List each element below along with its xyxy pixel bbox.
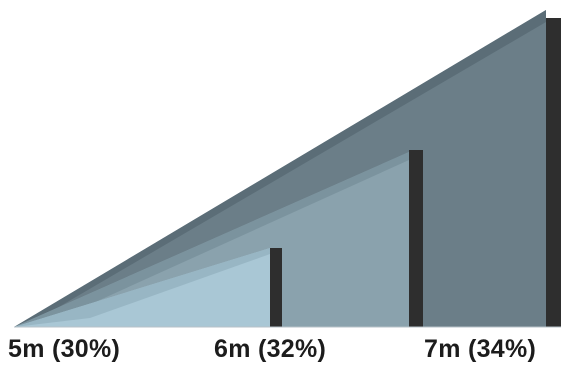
small-slope-post (270, 248, 282, 327)
label-7m: 7m (34%) (424, 335, 537, 363)
large-slope-top-face (14, 10, 546, 327)
label-6m: 6m (32%) (214, 335, 327, 363)
label-5m: 5m (30%) (8, 335, 121, 363)
small-slope-top-face (14, 248, 270, 327)
large-slope-post (546, 18, 561, 327)
medium-slope-post (409, 150, 423, 327)
medium-slope-top-face (14, 152, 409, 327)
